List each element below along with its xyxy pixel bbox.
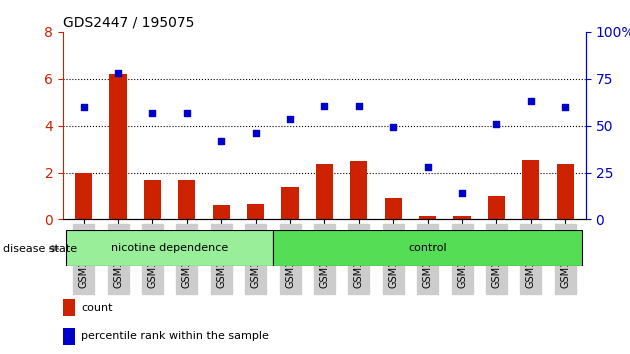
Bar bbox=[385, 198, 402, 219]
Point bbox=[79, 104, 89, 110]
Point bbox=[423, 164, 433, 170]
Bar bbox=[63, 328, 74, 345]
Bar bbox=[247, 204, 264, 219]
Bar bbox=[63, 299, 74, 316]
Bar bbox=[488, 196, 505, 219]
Point bbox=[182, 110, 192, 116]
Point bbox=[526, 98, 536, 104]
Text: GDS2447 / 195075: GDS2447 / 195075 bbox=[63, 15, 195, 29]
Bar bbox=[66, 230, 273, 266]
Point bbox=[319, 103, 329, 109]
Point bbox=[251, 130, 261, 136]
Bar bbox=[75, 172, 92, 219]
Text: disease state: disease state bbox=[3, 244, 77, 253]
Bar bbox=[282, 187, 299, 219]
Bar bbox=[178, 179, 195, 219]
Text: percentile rank within the sample: percentile rank within the sample bbox=[81, 331, 269, 341]
Text: count: count bbox=[81, 303, 113, 313]
Bar bbox=[557, 164, 574, 219]
Bar bbox=[350, 161, 367, 219]
Bar bbox=[454, 216, 471, 219]
Bar bbox=[213, 205, 230, 219]
Point bbox=[491, 122, 501, 127]
Bar bbox=[316, 164, 333, 219]
Point bbox=[457, 190, 467, 195]
Point bbox=[147, 110, 158, 116]
Bar bbox=[419, 216, 436, 219]
Point bbox=[388, 124, 398, 130]
Text: nicotine dependence: nicotine dependence bbox=[111, 243, 228, 253]
Bar bbox=[110, 74, 127, 219]
Bar bbox=[273, 230, 583, 266]
Point bbox=[285, 116, 295, 121]
Point bbox=[113, 70, 123, 76]
Point bbox=[560, 104, 570, 110]
Bar bbox=[522, 160, 539, 219]
Point bbox=[354, 103, 364, 109]
Bar bbox=[144, 179, 161, 219]
Point bbox=[216, 138, 226, 144]
Text: control: control bbox=[408, 243, 447, 253]
